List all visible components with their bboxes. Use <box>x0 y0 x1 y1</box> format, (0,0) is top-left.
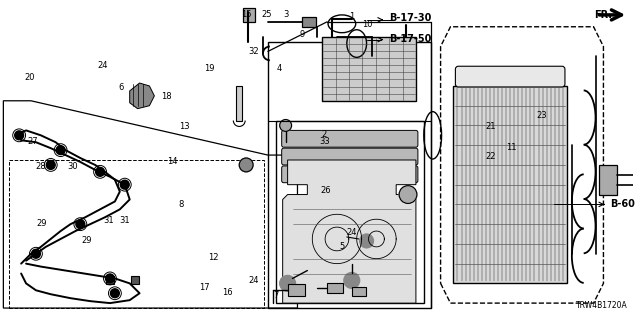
Text: 31: 31 <box>104 215 114 225</box>
Text: 15: 15 <box>241 10 252 19</box>
Text: 28: 28 <box>36 162 47 171</box>
Text: 20: 20 <box>24 73 35 82</box>
Text: 3: 3 <box>283 10 289 19</box>
Text: 29: 29 <box>36 219 47 228</box>
Text: 29: 29 <box>81 236 92 245</box>
Circle shape <box>76 220 84 228</box>
Bar <box>600 165 617 195</box>
Circle shape <box>15 131 24 140</box>
Circle shape <box>56 146 65 155</box>
Text: 5: 5 <box>340 242 345 251</box>
Bar <box>303 17 316 27</box>
Circle shape <box>120 180 129 189</box>
Text: B-17-50: B-17-50 <box>389 34 431 44</box>
Text: TRW4B1720A: TRW4B1720A <box>577 301 628 310</box>
Circle shape <box>360 234 374 248</box>
Circle shape <box>280 120 292 132</box>
Circle shape <box>106 274 115 283</box>
Text: B-60: B-60 <box>611 199 636 209</box>
Text: 6: 6 <box>118 83 124 92</box>
Bar <box>236 86 242 121</box>
Text: 2: 2 <box>321 130 326 139</box>
Bar <box>10 160 264 308</box>
Text: 13: 13 <box>179 122 190 131</box>
Text: 16: 16 <box>222 288 233 297</box>
Text: 33: 33 <box>319 137 330 146</box>
Text: 9: 9 <box>300 30 305 39</box>
Bar <box>131 276 139 284</box>
Circle shape <box>239 158 253 172</box>
FancyBboxPatch shape <box>282 130 418 147</box>
Polygon shape <box>130 83 154 109</box>
FancyBboxPatch shape <box>456 66 565 87</box>
Text: 24: 24 <box>97 61 108 70</box>
Text: 23: 23 <box>536 111 547 120</box>
Bar <box>268 42 431 308</box>
Text: 7: 7 <box>273 291 279 300</box>
Circle shape <box>111 289 119 298</box>
Bar <box>322 36 416 101</box>
Text: 31: 31 <box>119 215 130 225</box>
Text: 17: 17 <box>200 284 210 292</box>
Polygon shape <box>283 160 416 303</box>
Text: 24: 24 <box>347 228 357 237</box>
Bar <box>352 287 365 296</box>
Bar <box>453 86 567 284</box>
Text: 22: 22 <box>486 152 496 161</box>
Text: 10: 10 <box>362 20 373 29</box>
Text: 30: 30 <box>67 162 78 171</box>
Text: 1: 1 <box>349 12 355 21</box>
Text: 11: 11 <box>506 143 517 152</box>
Text: 32: 32 <box>249 46 259 56</box>
Bar <box>243 8 255 22</box>
Bar <box>106 276 114 284</box>
Text: 27: 27 <box>28 137 38 146</box>
Text: B-17-30: B-17-30 <box>389 13 431 23</box>
Bar <box>287 284 305 296</box>
Circle shape <box>280 276 296 291</box>
Bar <box>327 284 343 293</box>
Circle shape <box>344 273 360 288</box>
Text: 18: 18 <box>161 92 172 101</box>
FancyBboxPatch shape <box>282 148 418 165</box>
FancyBboxPatch shape <box>282 166 418 183</box>
Circle shape <box>95 167 104 176</box>
Bar <box>276 121 424 303</box>
Circle shape <box>399 186 417 204</box>
Circle shape <box>31 249 40 258</box>
Text: 21: 21 <box>486 122 496 131</box>
Text: 19: 19 <box>205 64 215 73</box>
Text: 12: 12 <box>208 253 218 262</box>
Text: FR.: FR. <box>595 10 612 20</box>
Text: 24: 24 <box>249 276 259 284</box>
Text: 25: 25 <box>261 10 272 19</box>
Text: 4: 4 <box>276 64 282 73</box>
Text: 26: 26 <box>320 186 331 195</box>
Circle shape <box>46 161 55 169</box>
Text: 14: 14 <box>166 157 177 166</box>
Text: 8: 8 <box>179 200 184 209</box>
